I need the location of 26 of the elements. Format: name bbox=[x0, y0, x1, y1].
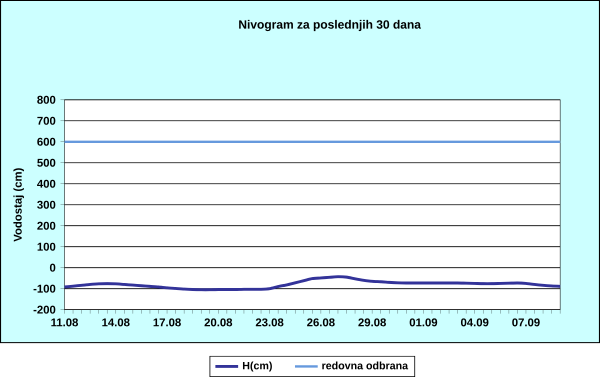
y-tick-label: 600 bbox=[37, 138, 56, 146]
chart-title: Nivogram za poslednjih 30 dana bbox=[239, 20, 422, 32]
x-tick-label: 01.09 bbox=[410, 318, 438, 326]
y-tick-label: 500 bbox=[37, 158, 56, 167]
line-series bbox=[63, 275, 562, 292]
x-tick-label: 29.08 bbox=[358, 318, 386, 326]
legend-label: H(cm) bbox=[242, 362, 272, 372]
y-tick-label: 800 bbox=[37, 96, 56, 104]
x-tick-label: 20.08 bbox=[204, 318, 232, 326]
y-axis-title: Vodostaj (cm) bbox=[13, 168, 24, 242]
y-tick-label: 300 bbox=[37, 200, 56, 209]
y-tick-label: 400 bbox=[37, 180, 56, 188]
y-tick-label: 100 bbox=[38, 242, 56, 251]
x-tick-label: 11.08 bbox=[51, 318, 78, 326]
x-tick-label: 26.08 bbox=[307, 318, 335, 326]
x-tick-label: 07.09 bbox=[512, 318, 540, 326]
x-tick-label: 23.08 bbox=[256, 318, 284, 326]
y-tick-label: -200 bbox=[34, 306, 56, 314]
x-tick-label: 14.08 bbox=[102, 318, 130, 326]
y-tick-label: -100 bbox=[34, 284, 56, 293]
legend-label: redovna odbrana bbox=[322, 362, 408, 370]
y-tick-label: 700 bbox=[37, 116, 56, 125]
y-tick-label: 200 bbox=[37, 222, 56, 230]
y-tick-label: 0 bbox=[50, 264, 56, 272]
x-tick-label: 04.09 bbox=[460, 318, 488, 326]
x-tick-label: 17.08 bbox=[154, 318, 181, 326]
